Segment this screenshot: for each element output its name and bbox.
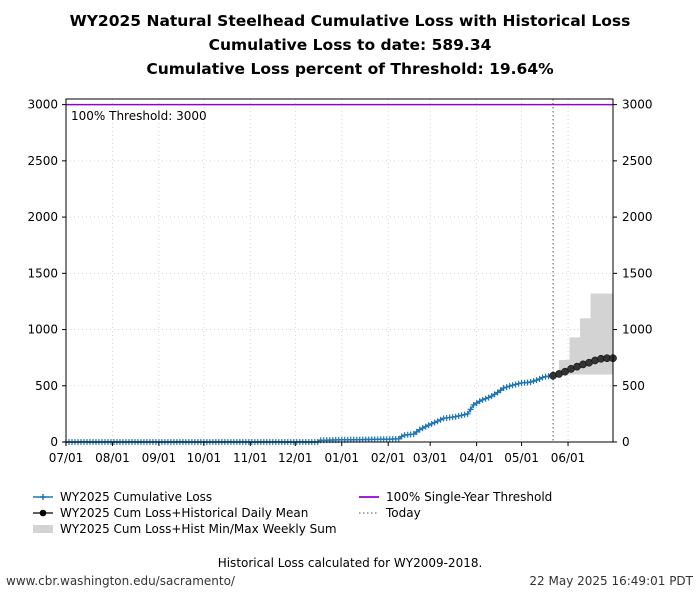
- cumulative-loss-point: [482, 395, 489, 402]
- cumulative-loss-point: [461, 411, 468, 418]
- chart-title-line1: WY2025 Natural Steelhead Cumulative Loss…: [69, 12, 631, 30]
- minmax-band-step: [580, 318, 591, 375]
- historical-note: Historical Loss calculated for WY2009-20…: [217, 556, 483, 570]
- legend-today-marker: [359, 512, 379, 514]
- y-tick-label-right: 2500: [622, 154, 653, 168]
- x-tick-label: 06/01: [551, 451, 586, 465]
- cumulative-loss-point: [530, 378, 537, 385]
- cumulative-loss-point: [437, 416, 444, 423]
- minmax-band-step: [559, 359, 570, 375]
- x-tick-label: 05/01: [504, 451, 539, 465]
- y-tick-label-right: 2000: [622, 210, 653, 224]
- cumulative-loss-point: [425, 422, 432, 429]
- x-tick-label: 09/01: [142, 451, 177, 465]
- y-tick-label-left: 2500: [27, 154, 58, 168]
- cumulative-loss-point: [536, 376, 543, 383]
- legend-minmax-swatch: [33, 525, 53, 533]
- y-tick-label-left: 1500: [27, 266, 58, 280]
- y-tick-label-right: 0: [622, 435, 630, 449]
- cumulative-loss-line: [66, 374, 554, 443]
- x-tick-label: 12/01: [278, 451, 313, 465]
- historical-mean-series: [549, 354, 617, 380]
- minmax-band-step: [569, 337, 581, 375]
- y-tick-label-left: 0: [50, 435, 58, 449]
- cumulative-loss-point: [539, 374, 546, 381]
- legend-cumulative-label: WY2025 Cumulative Loss: [60, 490, 213, 504]
- x-tick-label: 11/01: [233, 451, 268, 465]
- y-tick-label-right: 3000: [622, 98, 653, 112]
- cumulative-loss-point: [434, 418, 441, 425]
- cumulative-loss-series: [63, 372, 555, 445]
- legend-threshold-marker: [359, 496, 379, 498]
- legend-mean-marker: [33, 509, 53, 517]
- x-tick-label: 10/01: [187, 451, 222, 465]
- plot-frame: [65, 98, 614, 443]
- gridlines: [65, 99, 613, 443]
- cumulative-loss-point: [464, 410, 471, 417]
- y-tick-label-left: 3000: [27, 98, 58, 112]
- cumulative-loss-point: [479, 396, 486, 403]
- x-tick-label: 02/01: [371, 451, 406, 465]
- cumulative-loss-point: [512, 381, 519, 388]
- cumulative-loss-point: [509, 382, 516, 389]
- legend-minmax-label: WY2025 Cum Loss+Hist Min/Max Weekly Sum: [60, 522, 337, 536]
- cumulative-loss-point: [431, 419, 438, 426]
- timestamp: 22 May 2025 16:49:01 PDT: [529, 574, 693, 588]
- cumulative-loss-point: [398, 433, 405, 440]
- cumulative-loss-point: [428, 420, 435, 427]
- x-tick-label: 01/01: [324, 451, 359, 465]
- axes: 07/01 08/01 09/01 10/01 11/01 12/01 01/01 02/01…: [27, 98, 652, 465]
- chart-title-line3: Cumulative Loss percent of Threshold: 19…: [146, 60, 554, 78]
- legend-threshold-label: 100% Single-Year Threshold: [386, 490, 553, 504]
- legend-today-label: Today: [386, 506, 421, 520]
- cumulative-loss-point: [527, 378, 534, 385]
- y-tick-label-left: 1000: [27, 323, 58, 337]
- legend-minmax: WY2025 Cum Loss+Hist Min/Max Weekly Sum: [32, 522, 337, 536]
- legend-threshold: 100% Single-Year Threshold: [358, 490, 552, 504]
- cumulative-loss-point: [422, 423, 429, 430]
- cumulative-loss-point: [515, 380, 522, 387]
- cumulative-loss-point: [500, 385, 507, 392]
- y-tick-label-right: 1500: [622, 266, 653, 280]
- legend-cumulative-marker: [33, 494, 53, 500]
- chart-title-line2: Cumulative Loss to date: 589.34: [208, 36, 492, 54]
- legend-historical-mean: WY2025 Cum Loss+Historical Daily Mean: [32, 506, 308, 520]
- legend-today: Today: [358, 506, 421, 520]
- x-tick-label: 03/01: [413, 451, 448, 465]
- x-tick-label: 08/01: [95, 451, 130, 465]
- threshold-annotation: 100% Threshold: 3000: [71, 109, 207, 123]
- legend-cumulative: WY2025 Cumulative Loss: [32, 490, 212, 504]
- y-tick-label-left: 2000: [27, 210, 58, 224]
- loss-chart: 07/01 08/01 09/01 10/01 11/01 12/01 01/01 02/01…: [27, 98, 652, 465]
- x-tick-label: 07/01: [49, 451, 84, 465]
- y-tick-label-right: 1000: [622, 323, 653, 337]
- cumulative-loss-point: [503, 384, 510, 391]
- cumulative-loss-point: [455, 412, 462, 419]
- y-tick-label-left: 500: [35, 379, 58, 393]
- y-tick-label-right: 500: [622, 379, 645, 393]
- cumulative-loss-point: [458, 412, 465, 419]
- cumulative-loss-point: [452, 413, 459, 420]
- cumulative-loss-point: [506, 383, 513, 390]
- cumulative-loss-point: [419, 425, 426, 432]
- legend-mean-label: WY2025 Cum Loss+Historical Daily Mean: [60, 506, 309, 520]
- minmax-band-step: [590, 293, 613, 375]
- cumulative-loss-point: [485, 394, 492, 401]
- cumulative-loss-point: [467, 406, 474, 413]
- x-tick-label: 04/01: [459, 451, 494, 465]
- cumulative-loss-point: [533, 377, 540, 384]
- source-url: www.cbr.washington.edu/sacramento/: [6, 574, 235, 588]
